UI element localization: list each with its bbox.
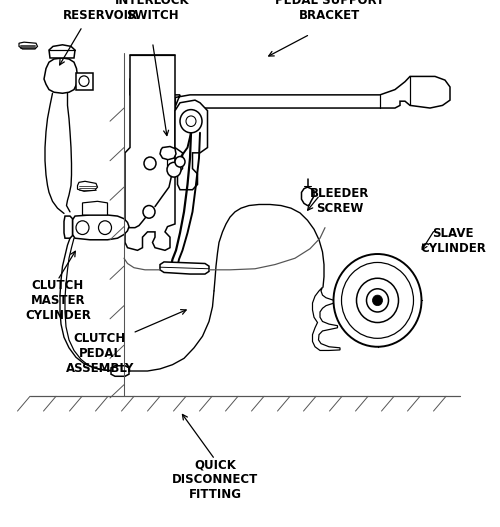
Polygon shape: [130, 55, 450, 158]
Text: SLAVE
CYLINDER: SLAVE CYLINDER: [420, 227, 486, 255]
Polygon shape: [160, 262, 209, 274]
Text: BLEEDER
SCREW: BLEEDER SCREW: [310, 187, 370, 215]
Circle shape: [342, 262, 413, 338]
Circle shape: [143, 206, 155, 218]
Circle shape: [186, 116, 196, 126]
Polygon shape: [302, 187, 314, 206]
Polygon shape: [160, 147, 176, 160]
Circle shape: [98, 221, 112, 235]
Text: QUICK
DISCONNECT
FITTING: QUICK DISCONNECT FITTING: [172, 458, 258, 502]
Polygon shape: [312, 287, 340, 350]
Circle shape: [79, 76, 89, 86]
Text: CLUTCH
INTERLOCK
SWITCH: CLUTCH INTERLOCK SWITCH: [115, 0, 190, 22]
Text: CLUTCH
MASTER
CYLINDER: CLUTCH MASTER CYLINDER: [25, 279, 91, 323]
Circle shape: [167, 162, 181, 177]
Polygon shape: [49, 45, 75, 58]
Polygon shape: [175, 100, 208, 190]
Circle shape: [180, 110, 202, 133]
Polygon shape: [44, 58, 78, 93]
Circle shape: [372, 295, 382, 306]
Text: CLUTCH
PEDAL
ASSEMBLY: CLUTCH PEDAL ASSEMBLY: [66, 332, 134, 375]
Circle shape: [356, 278, 399, 323]
Circle shape: [76, 221, 89, 235]
Text: RESERVOIR: RESERVOIR: [62, 9, 138, 22]
Polygon shape: [76, 73, 92, 90]
Polygon shape: [19, 42, 38, 49]
Polygon shape: [111, 366, 129, 376]
Text: BRAKE AND CLUTCH
PEDAL SUPPORT
BRACKET: BRAKE AND CLUTCH PEDAL SUPPORT BRACKET: [263, 0, 397, 22]
Circle shape: [334, 254, 422, 347]
Polygon shape: [64, 216, 72, 238]
Polygon shape: [78, 181, 98, 191]
Polygon shape: [72, 215, 129, 240]
Polygon shape: [82, 201, 108, 215]
Polygon shape: [125, 55, 175, 250]
Circle shape: [366, 289, 388, 312]
Circle shape: [175, 157, 185, 167]
Circle shape: [144, 157, 156, 170]
